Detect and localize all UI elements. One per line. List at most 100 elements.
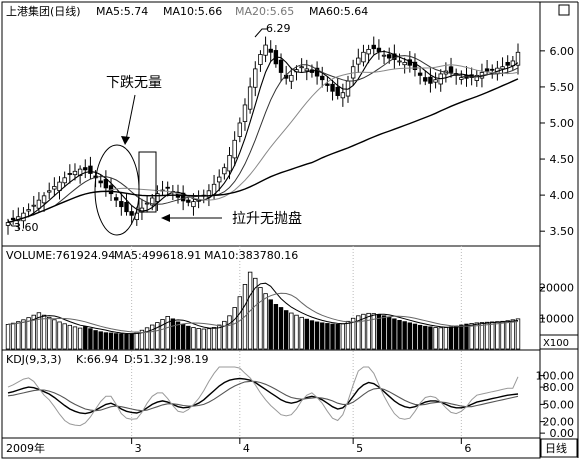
volume-bar bbox=[263, 293, 268, 350]
volume-bar bbox=[5, 324, 11, 350]
volume-unit: X100 bbox=[543, 338, 569, 349]
candle-body bbox=[515, 51, 521, 66]
candle-body bbox=[428, 76, 433, 84]
candle-body bbox=[314, 67, 320, 77]
price-tick-label: 4.50 bbox=[550, 153, 575, 166]
no-volume-drop-arrowhead bbox=[121, 136, 130, 145]
candle-body bbox=[387, 54, 392, 59]
candle-body bbox=[186, 199, 191, 203]
volume-bar bbox=[500, 320, 505, 350]
volume-bar bbox=[345, 320, 351, 350]
volume-ma5-line bbox=[7, 282, 519, 335]
candle-body bbox=[330, 83, 335, 92]
candle-body bbox=[222, 167, 227, 175]
ma10-label: MA10:5.66 bbox=[163, 5, 222, 18]
volume-bar bbox=[325, 323, 330, 350]
volume-bar bbox=[26, 317, 31, 350]
ma60-label: MA60:5.64 bbox=[309, 5, 368, 18]
candle-body bbox=[41, 195, 47, 204]
candle-body bbox=[263, 44, 268, 56]
candle-body bbox=[119, 201, 124, 208]
no-selling-rise-label: 拉升无抛盘 bbox=[232, 210, 302, 227]
volume-tick-label: 20000 bbox=[539, 282, 574, 295]
volume-bar bbox=[459, 324, 464, 350]
candle-body bbox=[253, 68, 258, 88]
volume-bar bbox=[222, 320, 227, 350]
volume-bar bbox=[150, 324, 155, 350]
candle-body bbox=[98, 180, 103, 184]
volume-bar bbox=[510, 319, 516, 350]
volume-bar bbox=[283, 310, 289, 350]
candle-body bbox=[325, 83, 330, 86]
volume-bar bbox=[77, 327, 83, 350]
year-label: 2009年 bbox=[6, 441, 45, 455]
candle-body bbox=[490, 68, 495, 71]
no-volume-drop-arrow bbox=[125, 94, 136, 141]
candle-body bbox=[397, 60, 402, 63]
candle-body bbox=[103, 179, 109, 189]
volume-bar bbox=[479, 322, 485, 350]
volume-bar bbox=[31, 314, 36, 350]
candle-body bbox=[268, 48, 273, 53]
volume-bar bbox=[505, 320, 510, 350]
price-ma5-line bbox=[7, 50, 519, 224]
volume-bar bbox=[350, 317, 356, 350]
candle-body bbox=[10, 217, 16, 221]
price-ma60-line bbox=[7, 78, 519, 224]
volume-unit-box bbox=[539, 334, 579, 350]
volume-bar bbox=[227, 315, 232, 350]
volume-bar bbox=[232, 307, 237, 350]
candle-body bbox=[505, 61, 510, 66]
candle-body bbox=[83, 167, 88, 171]
volume-bar bbox=[335, 324, 340, 350]
candle-body bbox=[423, 77, 428, 82]
candle-body bbox=[278, 59, 284, 73]
volume-bar bbox=[376, 314, 382, 350]
volume-bar bbox=[144, 327, 150, 350]
volume-bar bbox=[258, 287, 263, 350]
candle-body bbox=[417, 72, 423, 76]
candles bbox=[5, 36, 521, 235]
volume-bar bbox=[515, 318, 521, 350]
volume-bar bbox=[10, 322, 16, 350]
candle-body bbox=[227, 155, 232, 172]
candle-body bbox=[376, 47, 382, 52]
candle-body bbox=[129, 211, 134, 216]
volume-bar bbox=[124, 333, 129, 350]
month-label: 3 bbox=[135, 442, 142, 455]
price-ma-lines bbox=[7, 50, 519, 224]
volume-bar bbox=[438, 327, 443, 350]
period-button[interactable] bbox=[540, 438, 578, 458]
volume-bar bbox=[289, 312, 294, 350]
high-marker bbox=[254, 28, 268, 38]
volume-bar bbox=[448, 326, 454, 350]
volume-bar bbox=[165, 316, 170, 350]
candle-body bbox=[124, 201, 129, 213]
volume-bar bbox=[129, 333, 134, 350]
kdj-tick-label: 100.00 bbox=[536, 370, 575, 383]
volume-bar bbox=[464, 323, 469, 350]
volume-bar bbox=[62, 323, 67, 350]
kdj-d-label: D:51.32 bbox=[124, 353, 168, 366]
volume-bar bbox=[217, 324, 222, 350]
candle-body bbox=[237, 122, 243, 137]
volume-bar bbox=[371, 313, 376, 350]
candle-body bbox=[5, 222, 11, 226]
panel-toggle-button[interactable] bbox=[558, 4, 570, 16]
volume-bar bbox=[340, 323, 346, 350]
candle-body bbox=[366, 49, 371, 55]
candle-body bbox=[356, 57, 361, 65]
candle-body bbox=[144, 202, 150, 205]
volume-bar bbox=[47, 316, 52, 350]
candle-body bbox=[381, 54, 387, 57]
volume-bar bbox=[119, 333, 124, 350]
candle-body bbox=[361, 51, 366, 63]
volume-bar bbox=[474, 322, 479, 350]
volume-bar bbox=[170, 318, 176, 350]
month-label: 5 bbox=[356, 442, 363, 455]
period-button-label: 日线 bbox=[545, 441, 567, 455]
candle-body bbox=[72, 170, 78, 176]
volume-bar bbox=[433, 327, 438, 350]
candle-body bbox=[26, 209, 31, 212]
volume-bar bbox=[16, 321, 21, 350]
